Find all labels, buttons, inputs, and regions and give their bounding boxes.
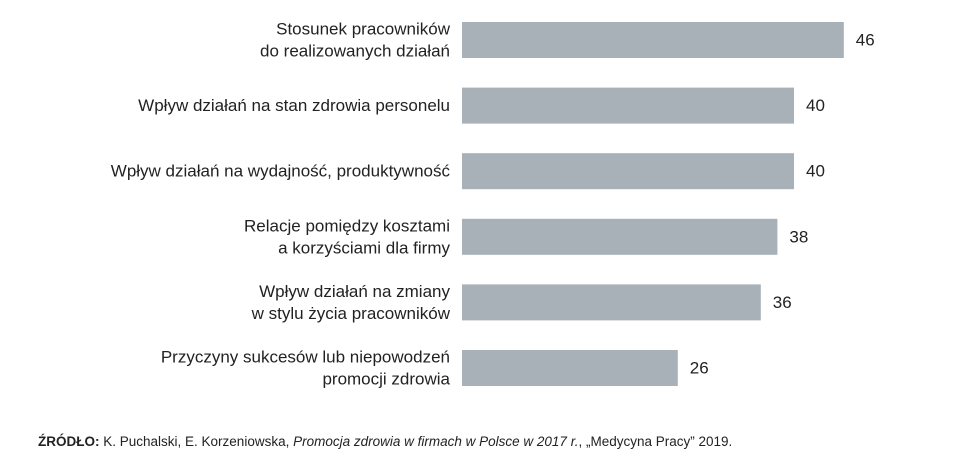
source-prefix: ŹRÓDŁO: bbox=[38, 434, 100, 449]
bar-chart: 46 Stosunek pracowników do realizowanych d… bbox=[111, 20, 875, 389]
bar bbox=[462, 22, 844, 58]
bar bbox=[462, 87, 794, 124]
value-label: 26 bbox=[690, 359, 709, 378]
category-label: Przyczyny sukcesów lub niepowodzeń bbox=[161, 348, 450, 367]
category-label: Wpływ działań na zmiany bbox=[259, 282, 450, 301]
source-note: ŹRÓDŁO: K. Puchalski, E. Korzeniowska, P… bbox=[38, 434, 732, 449]
value-label: 46 bbox=[856, 31, 875, 50]
bar bbox=[462, 284, 761, 321]
value-label: 40 bbox=[806, 162, 825, 181]
category-label: do realizowanych działań bbox=[260, 42, 450, 61]
category-label: promocji zdrowia bbox=[322, 370, 450, 389]
source-authors: K. Puchalski, E. Korzeniowska, bbox=[99, 434, 294, 449]
category-label: a korzyściami dla firmy bbox=[278, 238, 450, 257]
value-label: 36 bbox=[773, 293, 792, 312]
source-rest: , „Medycyna Pracy” 2019. bbox=[578, 434, 733, 449]
source-title: Promocja zdrowia w firmach w Polsce w 20… bbox=[293, 434, 579, 449]
category-label: Stosunek pracowników bbox=[276, 20, 451, 39]
bar bbox=[462, 218, 778, 255]
category-label: Wpływ działań na stan zdrowia personelu bbox=[138, 96, 450, 115]
bar bbox=[462, 153, 794, 190]
category-label: Wpływ działań na wydajność, produktywnoś… bbox=[111, 162, 451, 181]
bar bbox=[462, 350, 678, 386]
value-label: 40 bbox=[806, 96, 825, 115]
value-label: 38 bbox=[789, 227, 808, 246]
category-label: w stylu życia pracowników bbox=[251, 304, 451, 323]
category-label: Relacje pomiędzy kosztami bbox=[244, 216, 450, 235]
